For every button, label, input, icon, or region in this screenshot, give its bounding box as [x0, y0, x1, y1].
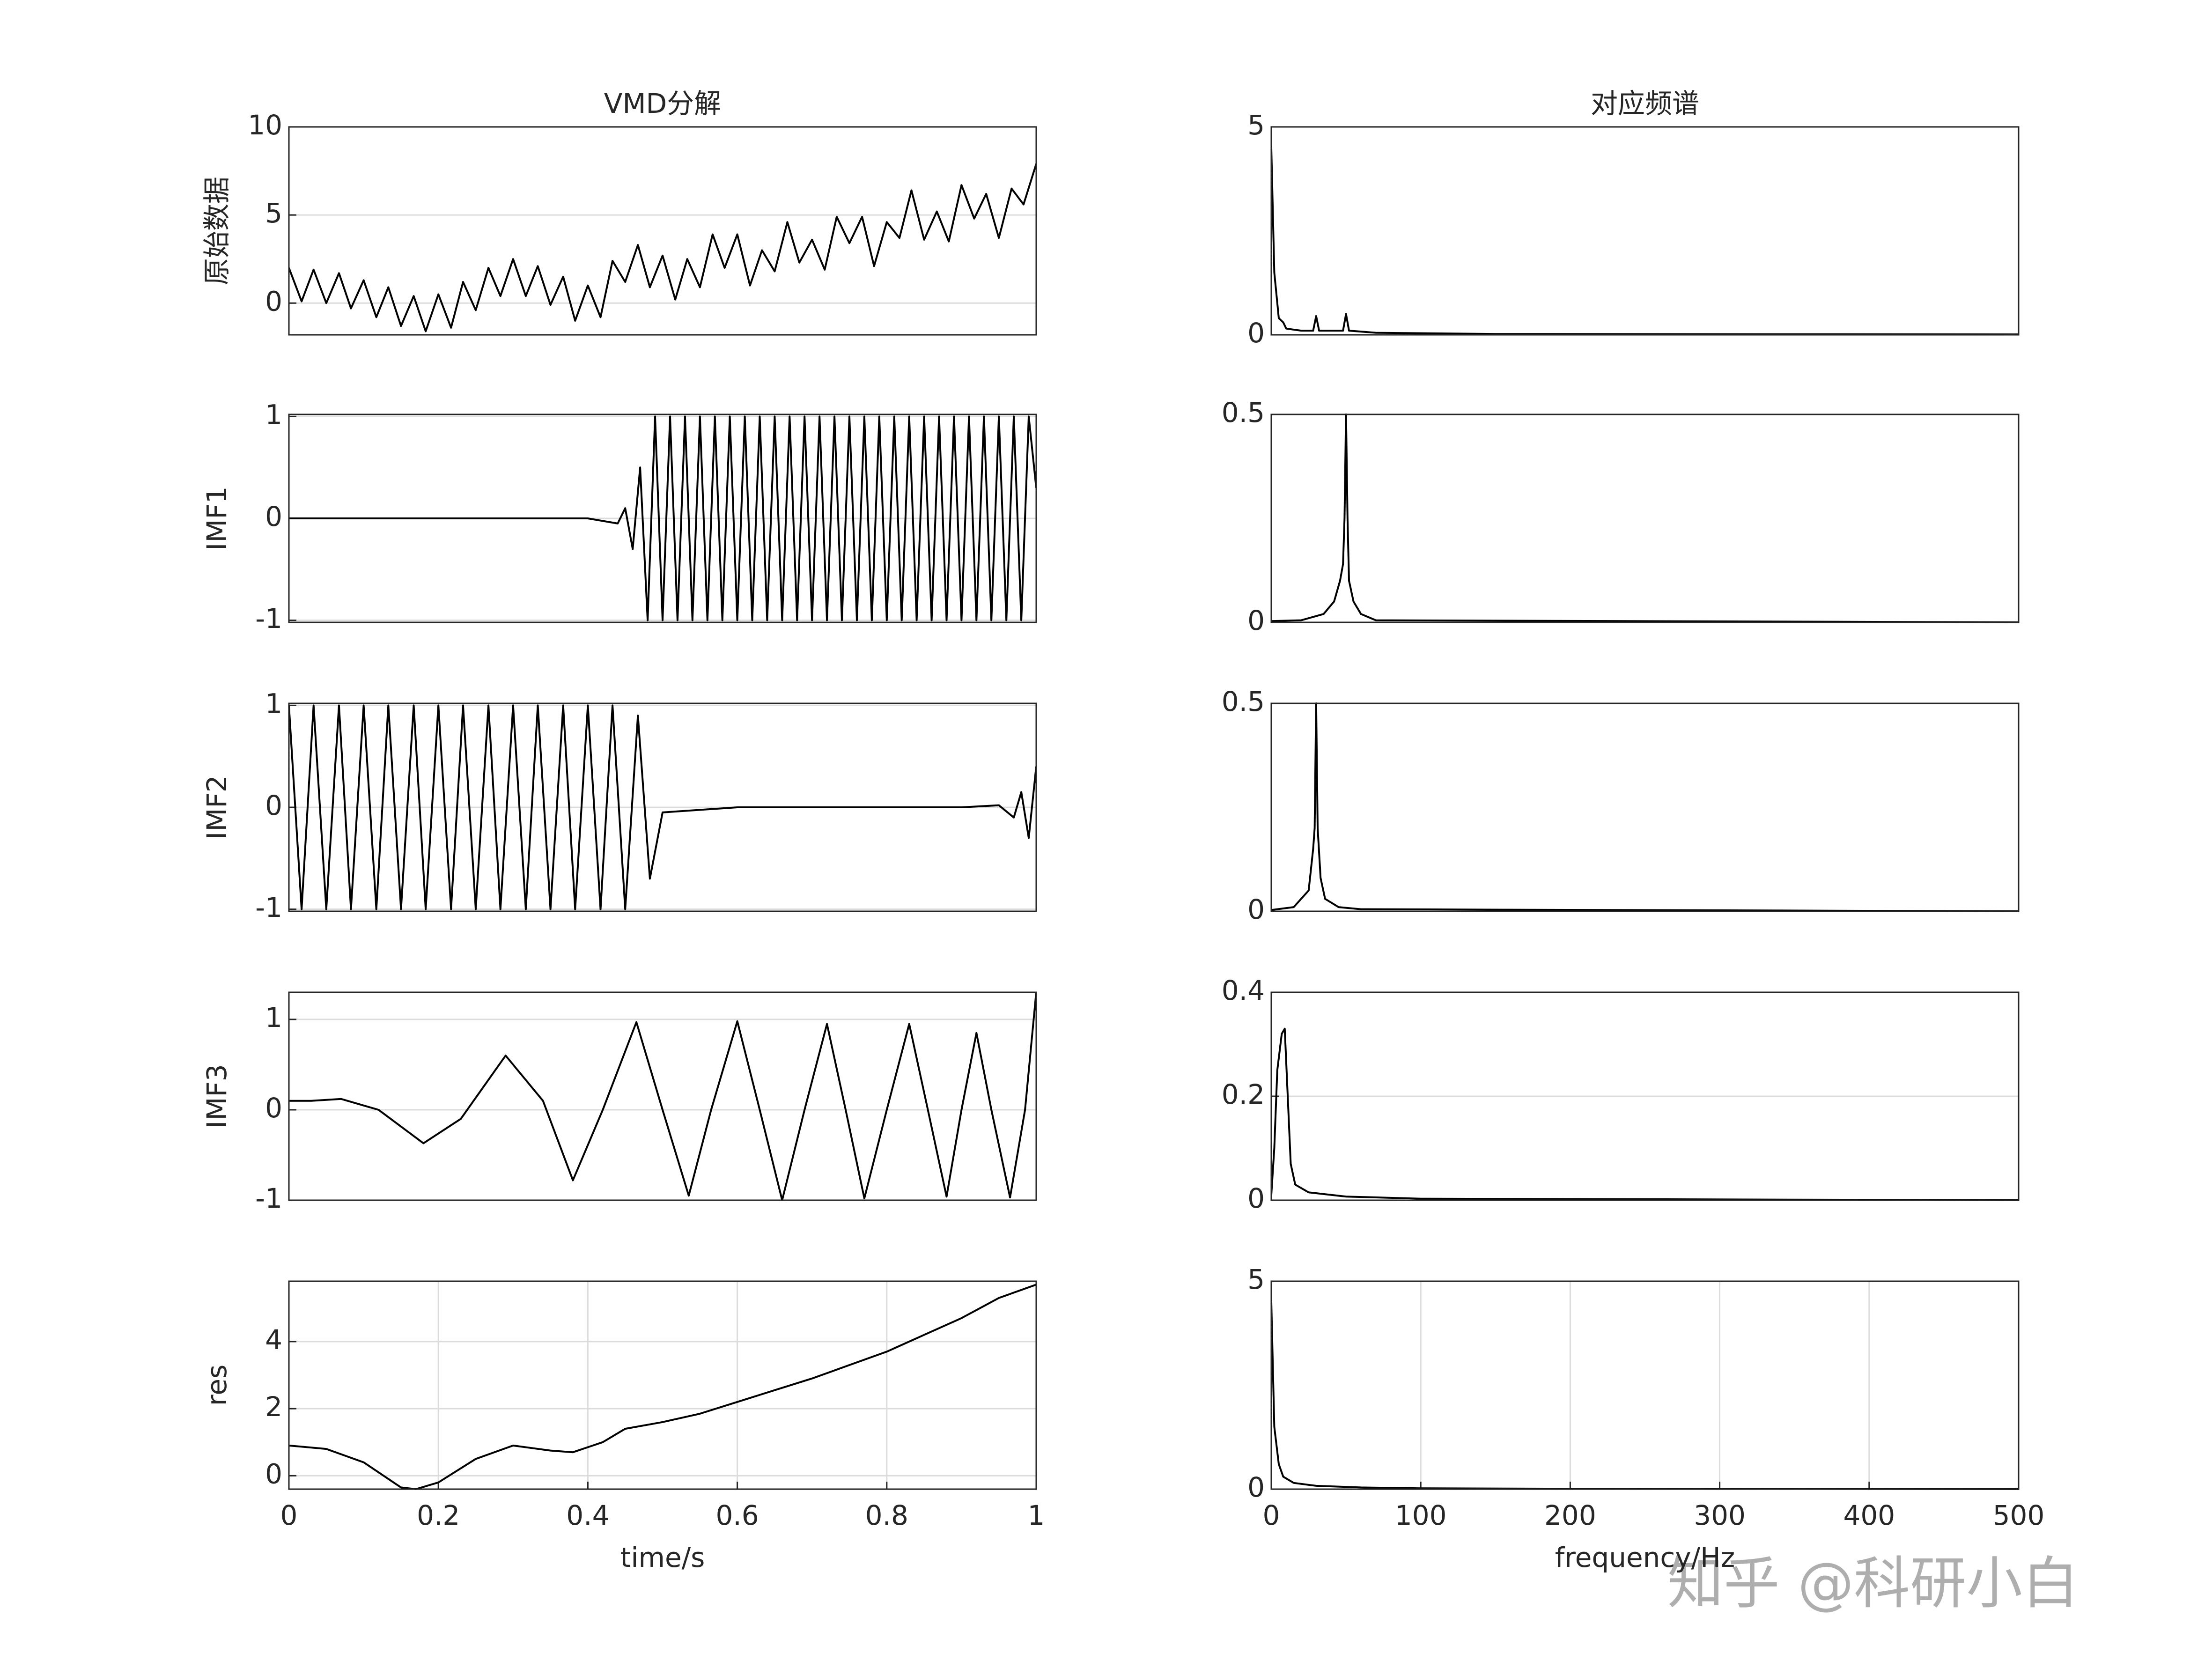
axes-box — [1270, 413, 2020, 623]
y-tick-label: 1 — [265, 687, 282, 719]
x-tick-label: 0.8 — [865, 1499, 908, 1531]
x-tick-label: 0.6 — [715, 1499, 759, 1531]
axes-box — [1270, 991, 2020, 1201]
y-tick-label: 2 — [265, 1391, 282, 1423]
y-tick-label: 0 — [265, 285, 282, 317]
watermark: 知乎 @科研小白 — [1667, 1551, 2079, 1617]
x-axis-label: time/s — [620, 1542, 705, 1573]
x-tick-label: 300 — [1694, 1499, 1746, 1531]
y-tick-label: 0 — [1247, 1471, 1265, 1503]
panel-title: VMD分解 — [604, 88, 721, 119]
y-tick-label: 10 — [248, 109, 282, 141]
y-axis-label: IMF1 — [201, 486, 233, 550]
signal-line — [1271, 413, 2019, 623]
y-tick-label: 0 — [1247, 317, 1265, 349]
y-tick-label: 0 — [1247, 605, 1265, 636]
y-axis-label: res — [201, 1365, 233, 1406]
y-axis-label: IMF2 — [201, 775, 233, 839]
y-tick-label: 5 — [1247, 1263, 1265, 1295]
y-axis-label: 原始数据 — [201, 177, 233, 285]
x-tick-label: 0.4 — [566, 1499, 609, 1531]
signal-line — [289, 992, 1036, 1201]
axes-box — [288, 991, 1037, 1201]
axes-box — [1270, 126, 2020, 336]
y-tick-label: -1 — [255, 603, 282, 635]
y-tick-label: 0 — [1247, 893, 1265, 925]
signal-line — [289, 704, 1036, 910]
y-tick-label: -1 — [255, 1182, 282, 1214]
y-tick-label: 0.5 — [1222, 686, 1265, 717]
y-tick-label: -1 — [255, 892, 282, 923]
signal-line — [1271, 148, 2019, 336]
axes-box — [1270, 702, 2020, 912]
y-tick-label: 0 — [265, 1458, 282, 1490]
x-tick-label: 0 — [1263, 1499, 1280, 1531]
signal-line — [289, 415, 1036, 621]
axes-box — [288, 1280, 1037, 1490]
signal-line — [1271, 1027, 2019, 1201]
x-tick-label: 0.2 — [417, 1499, 460, 1531]
axes-box — [288, 126, 1037, 336]
y-tick-label: 5 — [265, 197, 282, 229]
x-axis-label: frequency/Hz — [1555, 1542, 1735, 1573]
y-tick-label: 0 — [1247, 1182, 1265, 1214]
x-tick-label: 100 — [1395, 1499, 1447, 1531]
axes-box — [288, 702, 1037, 912]
y-tick-label: 0 — [265, 790, 282, 821]
y-axis-label: IMF3 — [201, 1064, 233, 1128]
panel-title: 对应频谱 — [1591, 88, 1699, 119]
axes-box — [288, 413, 1037, 623]
axes-box — [1270, 1280, 2020, 1490]
y-tick-label: 1 — [265, 399, 282, 430]
y-tick-label: 0 — [265, 1092, 282, 1124]
y-tick-label: 0.5 — [1222, 397, 1265, 428]
x-tick-label: 400 — [1843, 1499, 1895, 1531]
x-tick-label: 1 — [1028, 1499, 1045, 1531]
y-tick-label: 5 — [1247, 109, 1265, 141]
x-tick-label: 500 — [1993, 1499, 2045, 1531]
y-tick-label: 0.4 — [1222, 974, 1265, 1006]
x-tick-label: 200 — [1544, 1499, 1596, 1531]
y-tick-label: 1 — [265, 1002, 282, 1034]
y-tick-label: 4 — [265, 1324, 282, 1356]
signal-line — [289, 163, 1036, 332]
x-tick-label: 0 — [280, 1499, 298, 1531]
y-tick-label: 0 — [265, 501, 282, 532]
signal-line — [1271, 702, 2019, 912]
y-tick-label: 0.2 — [1222, 1078, 1265, 1110]
